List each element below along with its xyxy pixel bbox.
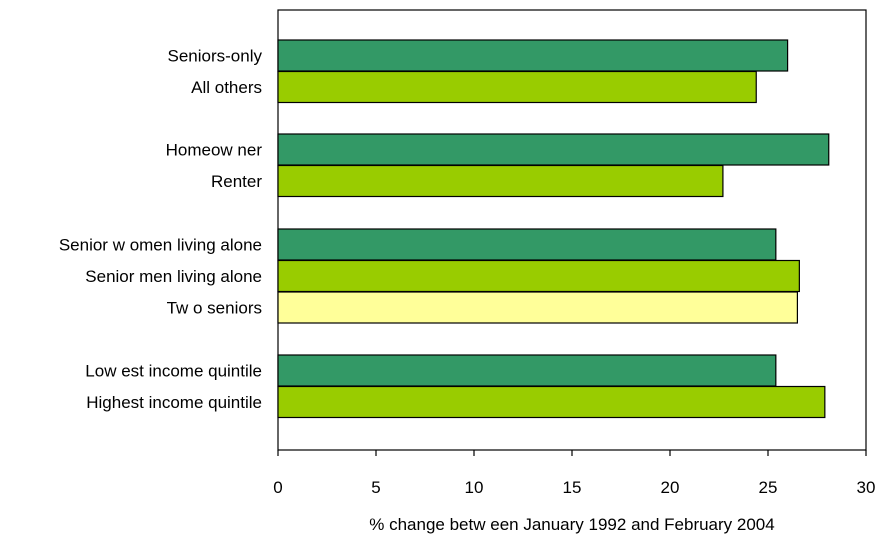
bar <box>277 70 757 104</box>
category-labels: Seniors-only All others Homeow ner Renter Se… <box>59 47 263 413</box>
x-tick-label: 25 <box>759 478 778 497</box>
x-tick-label: 30 <box>857 478 876 497</box>
category-label: Seniors-only <box>168 47 263 66</box>
x-tick-label: 5 <box>371 478 380 497</box>
x-tick-label: 15 <box>563 478 582 497</box>
category-label: Highest income quintile <box>86 393 262 412</box>
bar <box>277 259 800 293</box>
x-tick-label: 20 <box>661 478 680 497</box>
x-tick-label: 10 <box>465 478 484 497</box>
bar <box>277 39 789 72</box>
bar <box>277 164 724 198</box>
x-axis-ticks: 0 5 10 15 20 25 30 <box>273 450 875 497</box>
bar <box>277 291 799 324</box>
category-label: Senior w omen living alone <box>59 236 262 255</box>
category-label: Renter <box>211 172 262 191</box>
category-label: Low est income quintile <box>85 362 262 381</box>
bar <box>277 228 777 261</box>
bar <box>277 354 777 387</box>
category-label: All others <box>191 78 262 97</box>
category-label: Tw o seniors <box>167 299 262 318</box>
x-axis-title: % change betw een January 1992 and Febru… <box>369 515 774 534</box>
category-label: Homeow ner <box>166 141 263 160</box>
bar <box>277 385 826 419</box>
bars-layer <box>277 39 830 419</box>
bar <box>277 133 830 166</box>
x-tick-label: 0 <box>273 478 282 497</box>
category-label: Senior men living alone <box>85 267 262 286</box>
